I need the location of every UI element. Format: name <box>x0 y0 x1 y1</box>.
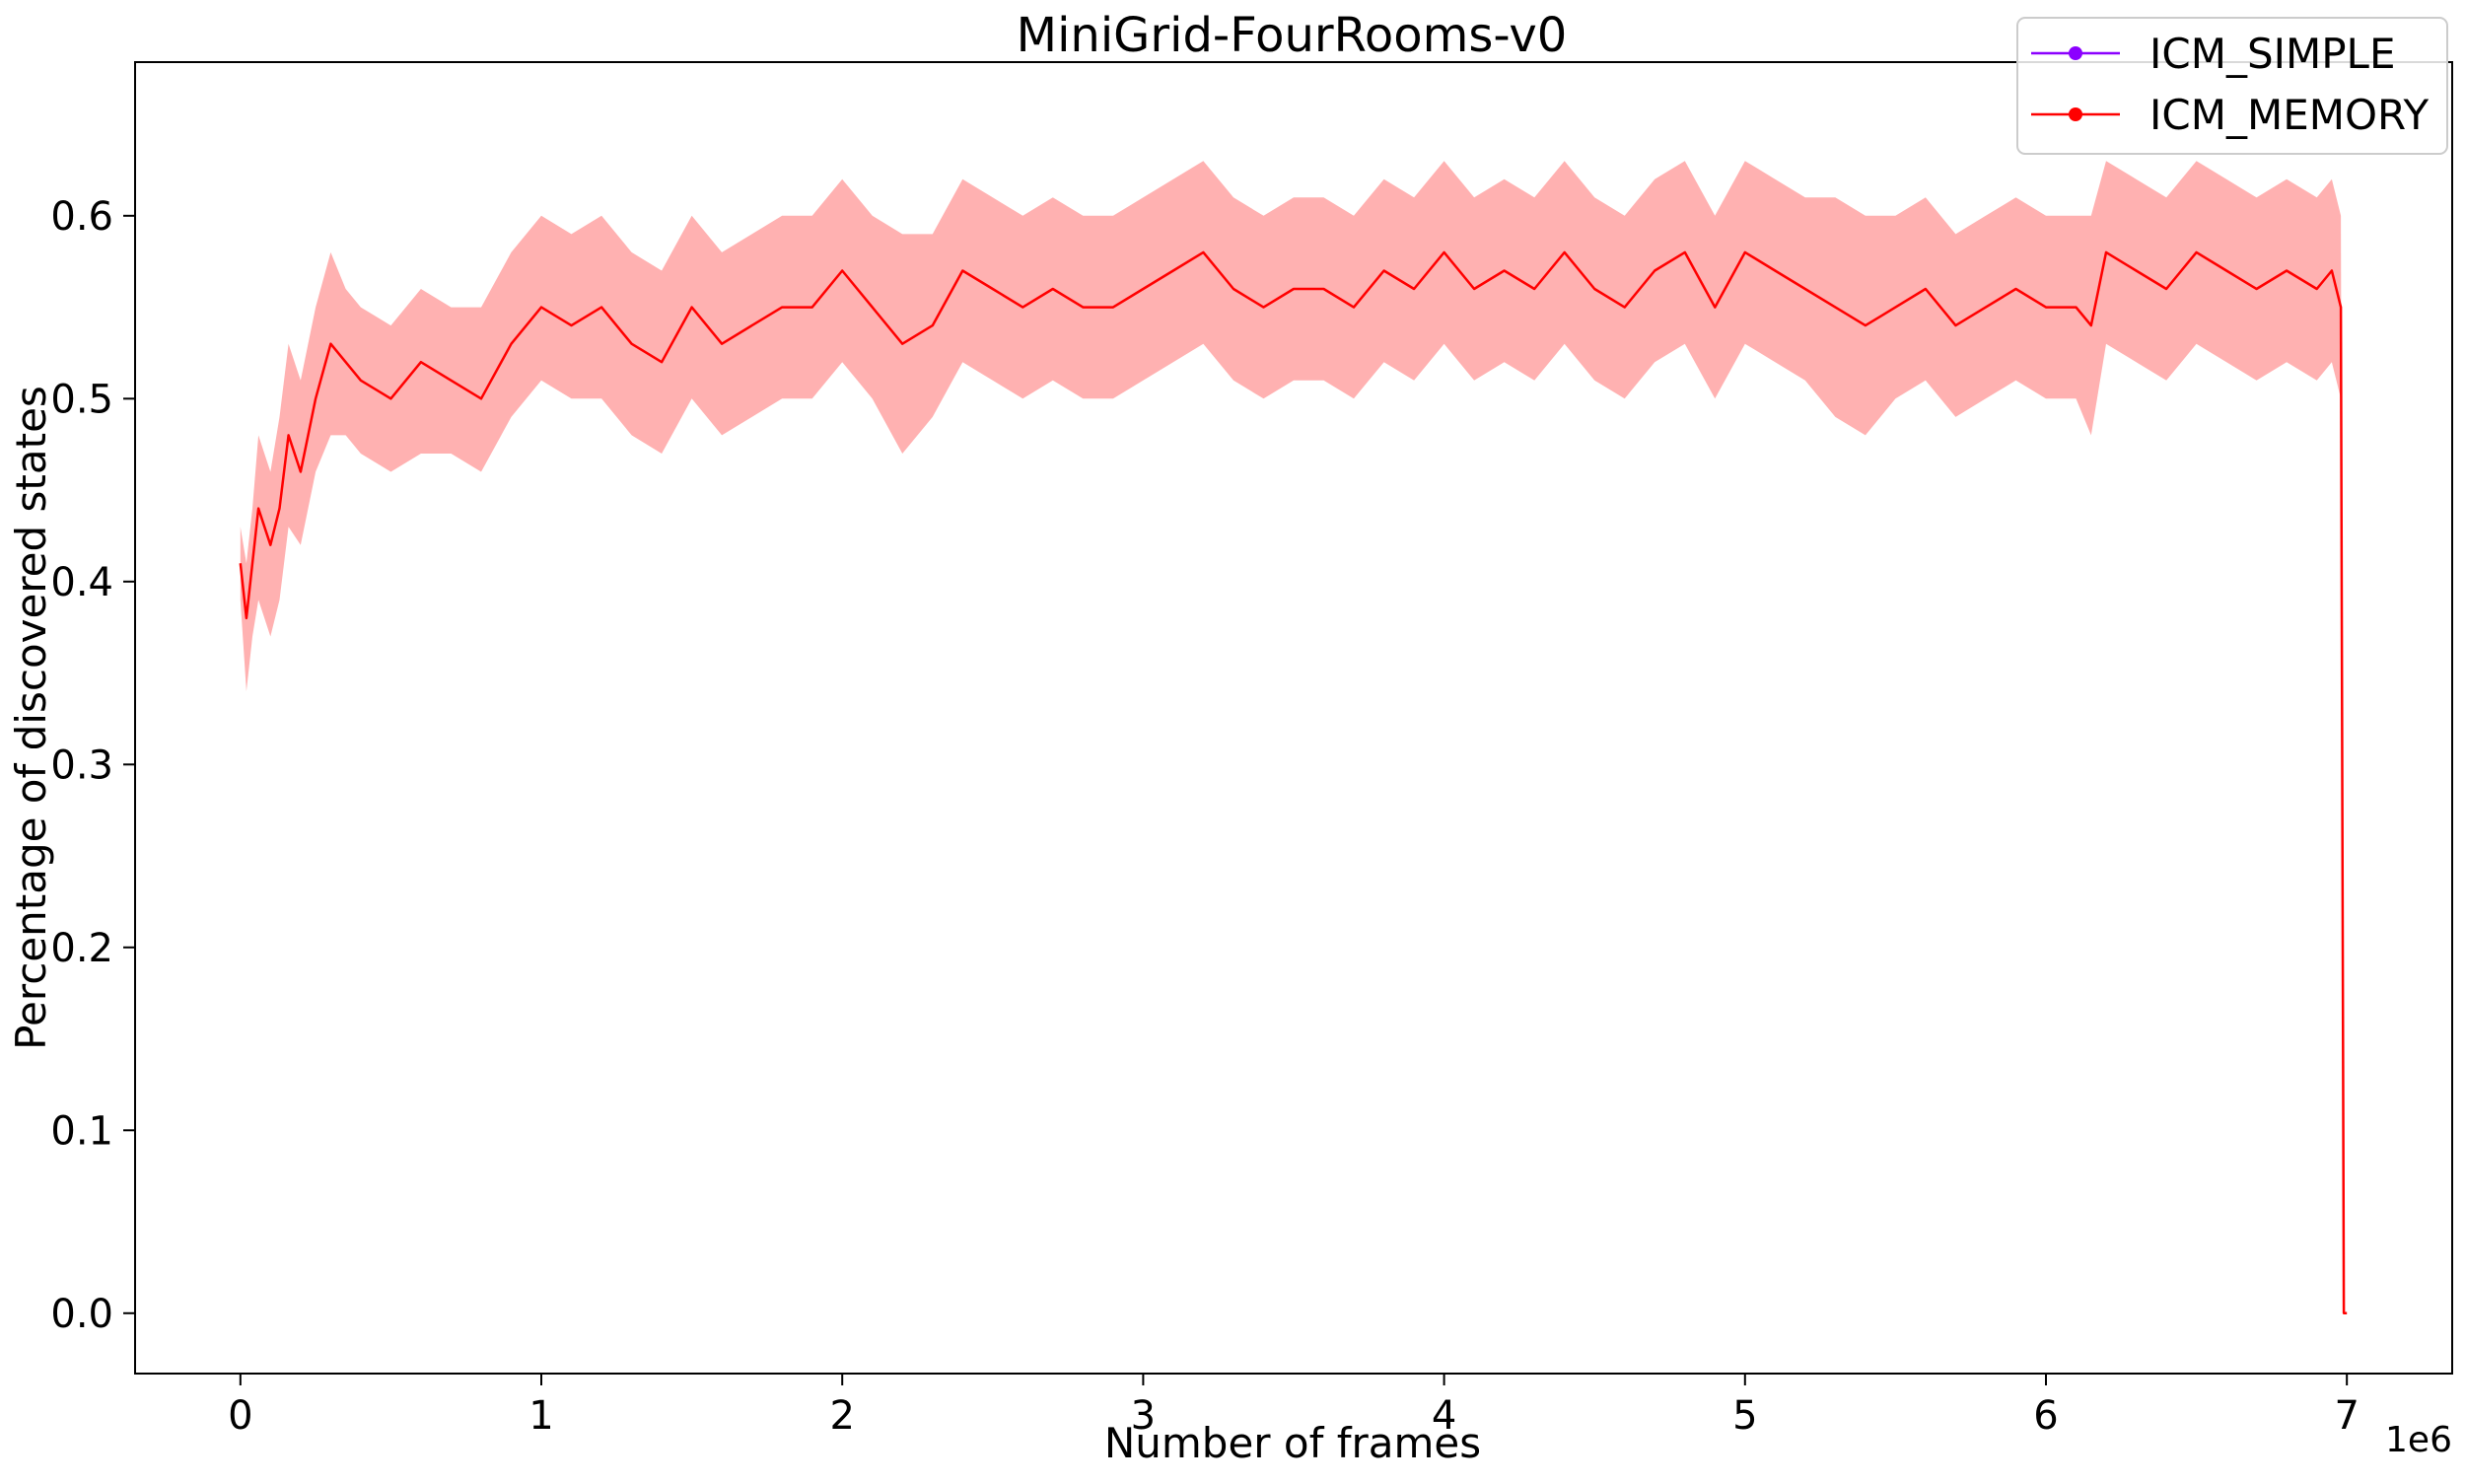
x-tick-label: 2 <box>829 1393 854 1439</box>
legend: ICM_SIMPLE ICM_MEMORY <box>2016 17 2448 155</box>
y-tick-label: 0.3 <box>50 742 113 788</box>
confidence-band-layer <box>240 161 2348 1313</box>
x-tick-label: 1 <box>528 1393 553 1439</box>
x-axis-label: Number of frames <box>1104 1419 1481 1467</box>
legend-marker-icm-simple <box>2069 46 2082 60</box>
series-line-icm-memory <box>239 250 2348 1315</box>
y-tick-label: 0.4 <box>50 560 113 605</box>
x-axis: 0 1 2 3 4 5 6 7 <box>228 1374 2359 1439</box>
x-tick-label: 3 <box>1131 1393 1156 1439</box>
x-tick-label: 4 <box>1432 1393 1456 1439</box>
legend-marker-icm-memory <box>2069 107 2082 121</box>
y-axis-label: Percentage of discovered states <box>7 386 55 1050</box>
y-tick-label: 0.0 <box>50 1292 113 1337</box>
y-tick-label: 0.1 <box>50 1108 113 1154</box>
y-tick-label: 0.6 <box>50 194 113 240</box>
y-tick-label: 0.5 <box>50 377 113 422</box>
x-tick-label: 7 <box>2334 1393 2359 1439</box>
x-tick-label: 6 <box>2033 1393 2058 1439</box>
series-line-layer <box>239 250 2348 1315</box>
x-tick-label: 0 <box>228 1393 252 1439</box>
legend-label-icm-simple: ICM_SIMPLE <box>2149 30 2396 78</box>
y-axis: 0.0 0.1 0.2 0.3 0.4 0.5 0.6 <box>50 194 135 1337</box>
x-tick-label: 5 <box>1732 1393 1757 1439</box>
confidence-band-icm-memory <box>240 161 2348 1313</box>
legend-box <box>2016 17 2448 155</box>
x-axis-offset-label: 1e6 <box>2385 1420 2452 1460</box>
plot-frame <box>134 61 2453 1375</box>
chart-title: MiniGrid-FourRooms-v0 <box>1017 8 1568 63</box>
y-tick-label: 0.2 <box>50 926 113 971</box>
legend-label-icm-memory: ICM_MEMORY <box>2149 91 2430 139</box>
